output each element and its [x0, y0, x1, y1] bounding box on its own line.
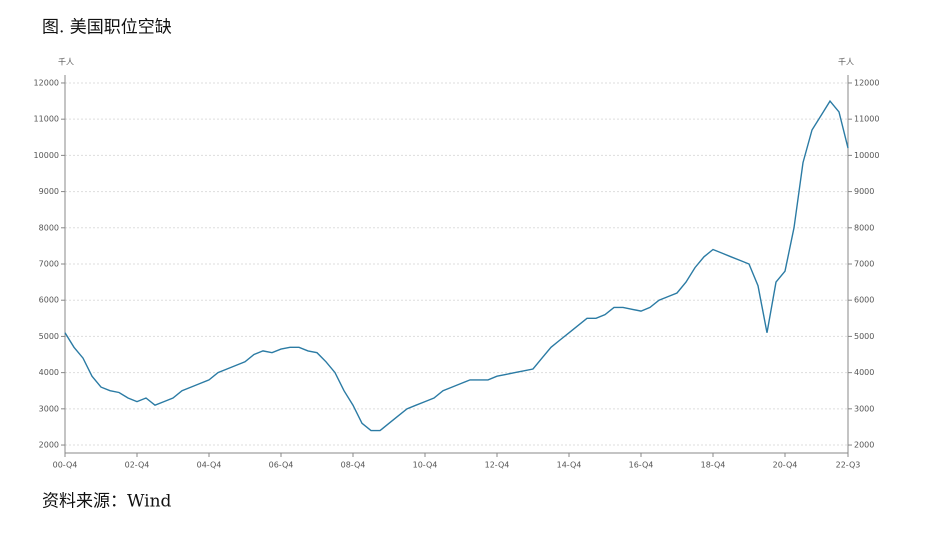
y2-tick-label: 2000	[854, 441, 874, 450]
x-tick-label: 04-Q4	[197, 461, 222, 470]
y2-tick-label: 10000	[854, 151, 879, 160]
x-tick-label: 08-Q4	[341, 461, 366, 470]
y-tick-label: 6000	[39, 296, 59, 305]
y-tick-label: 12000	[34, 78, 59, 87]
y2-tick-label: 11000	[854, 115, 879, 124]
y2-unit: 千人	[838, 57, 854, 67]
x-tick-label: 06-Q4	[269, 461, 294, 470]
y2-tick-label: 12000	[854, 78, 879, 87]
y-tick-label: 8000	[39, 223, 59, 232]
x-tick-label: 10-Q4	[413, 461, 438, 470]
chart-title: 图. 美国职位空缺	[42, 18, 172, 38]
y-tick-label: 3000	[39, 404, 59, 413]
y-tick-label: 7000	[39, 260, 59, 269]
x-tick-label: 02-Q4	[125, 461, 150, 470]
y2-tick-label: 5000	[854, 332, 874, 341]
y-tick-label: 2000	[39, 441, 59, 450]
y2-tick-label: 6000	[854, 296, 874, 305]
y-tick-label: 9000	[39, 187, 59, 196]
x-tick-label: 18-Q4	[701, 461, 726, 470]
y2-tick-label: 9000	[854, 187, 874, 196]
x-tick-label: 22-Q3	[836, 461, 861, 470]
source-note: 资料来源：Wind	[42, 492, 172, 512]
x-tick-label: 14-Q4	[557, 461, 582, 470]
x-tick-label: 12-Q4	[485, 461, 510, 470]
y2-tick-label: 3000	[854, 404, 874, 413]
line	[64, 99, 849, 432]
x-tick-label: 16-Q4	[629, 461, 654, 470]
y-tick-label: 10000	[34, 151, 59, 160]
x-tick-label: 20-Q4	[773, 461, 798, 470]
y2-tick-label: 8000	[854, 223, 874, 232]
y2-tick-label: 4000	[854, 368, 874, 377]
y-unit: 千人	[58, 57, 74, 67]
y-tick-label: 4000	[39, 368, 59, 377]
y-tick-label: 5000	[39, 332, 59, 341]
y-tick-label: 11000	[34, 115, 59, 124]
x-tick-label: 00-Q4	[53, 461, 78, 470]
y2-tick-label: 7000	[854, 260, 874, 269]
